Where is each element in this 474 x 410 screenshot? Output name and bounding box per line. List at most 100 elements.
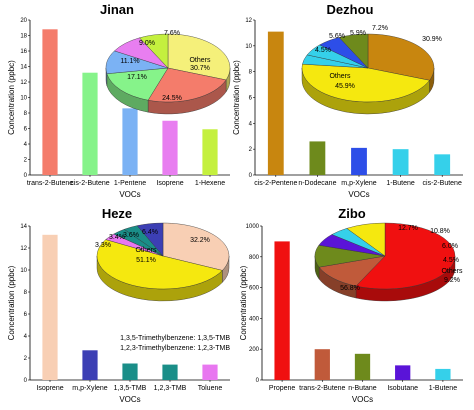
y-tick-label: 4 — [24, 334, 28, 340]
y-tick-label: 4 — [24, 142, 28, 148]
panel-title: Dezhou — [327, 2, 374, 17]
bar-cis-2-butene — [82, 72, 98, 175]
pie-label: 3.4% — [109, 234, 125, 241]
pie-label: 45.9% — [335, 83, 355, 90]
bar-trans-2-butene — [42, 29, 58, 175]
y-tick-label: 0 — [249, 173, 253, 179]
y-tick-label: 2 — [249, 147, 253, 153]
y-tick-label: 8 — [24, 290, 28, 296]
pie-label: 4.5% — [443, 257, 459, 264]
category-label: Isoprene — [156, 180, 183, 187]
category-label: n-Dodecane — [298, 180, 336, 187]
y-tick-label: 200 — [249, 347, 260, 353]
y-tick-label: 12 — [20, 246, 27, 252]
x-axis-label: VOCs — [119, 190, 140, 199]
pie-label: 9.0% — [139, 40, 155, 47]
y-tick-label: 400 — [249, 316, 260, 322]
y-tick-label: 8 — [24, 111, 28, 117]
pie-label: 56.8% — [340, 285, 360, 292]
abbreviation-note: 1,2,3-Trimethylbenzene: 1,2,3-TMB — [120, 345, 230, 352]
pie-slice — [346, 222, 386, 257]
bar-cis-2-pentene — [267, 31, 284, 175]
pie-label: 10.8% — [430, 228, 450, 235]
category-label: Isobutane — [387, 385, 418, 392]
category-label: cis-2-Butene — [423, 180, 462, 187]
pie-chart: 56.8% 12.7% 10.8% 6.0% 4.5% Others 9.2% — [314, 222, 463, 302]
y-tick-label: 2 — [24, 158, 28, 164]
pie-label: 9.2% — [444, 277, 460, 284]
pie-label: 5.6% — [329, 33, 345, 40]
category-label: 1,3,5-TMB — [114, 385, 147, 392]
y-axis-label: Concentration (ppbc) — [7, 60, 16, 135]
pie-label: 51.1% — [136, 257, 156, 264]
pie-label: 11.1% — [120, 58, 139, 65]
pie-label: Others — [189, 57, 211, 64]
pie-chart: 32.2% Others 51.1% 3.3%3.4%3.6% 6.4% — [95, 222, 230, 302]
y-tick-label: 16 — [20, 49, 27, 55]
bar-m-p-xylene — [351, 147, 367, 175]
pie-label: 3.6% — [123, 232, 139, 239]
bar-1-butene — [392, 149, 409, 175]
bar-trans-2-butene — [314, 349, 330, 380]
category-label: 1-Hexene — [195, 180, 225, 187]
pie-label: 5.9% — [350, 30, 366, 37]
panel-zibo: Zibo 0 200 400 600 800 1000 Concentration (ppbc… — [239, 206, 463, 404]
bar-cis-2-butene — [434, 154, 451, 175]
y-tick-label: 12 — [20, 80, 27, 86]
y-tick-label: 10 — [20, 96, 27, 102]
pie-slice — [318, 255, 386, 287]
x-axis-label: VOCs — [348, 190, 369, 199]
category-label: 1-Pentene — [114, 180, 146, 187]
pie-slice — [167, 33, 231, 81]
y-axis-label: Concentration (ppbc) — [7, 265, 16, 340]
y-tick-label: 6 — [249, 96, 253, 102]
y-tick-label: 800 — [249, 255, 260, 261]
y-tick-label: 0 — [256, 378, 260, 384]
category-label: Propene — [269, 385, 296, 392]
y-tick-label: 0 — [24, 173, 28, 179]
bar-isoprene — [42, 234, 58, 380]
bar-isoprene — [162, 120, 178, 175]
y-tick-label: 18 — [20, 34, 27, 40]
pie-slice — [367, 33, 435, 81]
y-tick-label: 10 — [20, 268, 27, 274]
bar-isobutane — [395, 365, 411, 380]
bar-n-dodecane — [309, 141, 326, 175]
panel-heze: Heze 0 2 4 6 8 10 12 14 Concentration (ppbc) VOCs I… — [7, 206, 230, 404]
y-tick-label: 12 — [245, 18, 252, 24]
bar-n-butane — [354, 353, 371, 380]
y-tick-label: 600 — [249, 286, 260, 292]
y-tick-label: 6 — [24, 127, 28, 133]
category-label: cis-2-Butene — [70, 180, 109, 187]
category-label: m,p-Xylene — [72, 385, 108, 392]
pie-slice — [96, 239, 223, 290]
panel-jinan: Jinan 0 2 4 6 8 10 12 14 16 18 20 Concentration (ppb… — [7, 2, 231, 199]
bar-toluene — [202, 364, 218, 380]
pie-slice — [147, 67, 227, 103]
pie-label: 6.0% — [442, 243, 458, 250]
pie-label: 6.4% — [142, 229, 158, 236]
category-label: m,p-Xylene — [341, 180, 377, 187]
category-label: trans-2-Butene — [299, 385, 345, 392]
pie-label: 4.5% — [315, 47, 331, 54]
pie-slice — [301, 63, 430, 103]
bar-1-2-3-tmb — [162, 364, 178, 380]
pie-label: 32.2% — [190, 237, 210, 244]
category-label: 1-Butene — [429, 385, 458, 392]
category-label: n-Butane — [348, 385, 377, 392]
y-tick-label: 14 — [20, 65, 27, 71]
category-label: Toluene — [198, 385, 223, 392]
abbreviation-note: 1,3,5-Trimethylbenzene: 1,3,5-TMB — [120, 335, 230, 342]
pie-label: 12.7% — [398, 225, 418, 232]
y-tick-label: 4 — [249, 121, 253, 127]
y-tick-label: 10 — [245, 44, 252, 50]
y-tick-label: 1000 — [246, 224, 260, 230]
y-tick-label: 8 — [249, 70, 253, 76]
pie-label: 17.1% — [127, 74, 147, 81]
pie-slice — [162, 222, 230, 271]
pie-label: 30.9% — [422, 36, 442, 43]
pie-label: Others — [135, 247, 157, 254]
pie-chart: 30.9% Others 45.9% 4.5% 5.6% 5.9% 7.2% — [301, 25, 442, 115]
y-tick-label: 6 — [24, 312, 28, 318]
